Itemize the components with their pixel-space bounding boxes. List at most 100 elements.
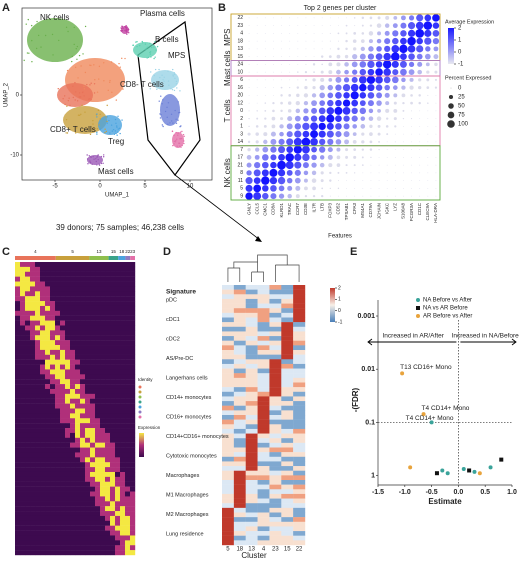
heat-cell	[257, 340, 270, 346]
dot	[427, 180, 429, 182]
dot	[354, 25, 356, 27]
signature-label: CD14+CD16+ monocytes	[166, 434, 229, 440]
dot	[346, 180, 347, 182]
heat-cell	[95, 374, 101, 380]
heat-cell	[130, 320, 136, 326]
dot	[419, 141, 421, 143]
heat-cell	[100, 506, 106, 512]
heat-cell	[115, 486, 121, 492]
heat-cell	[30, 325, 36, 331]
heat-cell	[20, 496, 26, 502]
heat-cell	[245, 308, 258, 314]
dot	[287, 185, 293, 191]
heat-cell	[245, 303, 258, 309]
row-label: 3	[240, 131, 243, 137]
heat-cell	[257, 354, 270, 360]
heat-cell	[233, 363, 246, 369]
heat-cell	[105, 486, 111, 492]
heat-cell	[245, 540, 258, 546]
dot	[417, 69, 422, 75]
dot	[427, 156, 429, 158]
heat-cell	[85, 525, 91, 531]
heat-cell	[115, 535, 121, 541]
dot	[367, 92, 375, 99]
heat-cell	[40, 442, 46, 448]
heat-cell	[269, 312, 282, 318]
dot	[384, 23, 390, 28]
dot	[278, 193, 285, 199]
heat-cell	[245, 363, 258, 369]
heat-cell	[25, 501, 31, 507]
heat-cell	[105, 457, 111, 463]
dot	[426, 78, 430, 82]
heat-cell	[80, 354, 86, 360]
umap-cell	[27, 18, 29, 21]
heat-cell	[50, 467, 56, 473]
size-label: 75	[458, 113, 465, 119]
heat-cell	[125, 530, 131, 536]
heat-cell	[95, 276, 101, 282]
heat-cell	[55, 305, 61, 312]
size-label: 0	[458, 86, 462, 92]
dot	[337, 187, 340, 190]
heat-cell	[55, 423, 61, 429]
heat-cell	[65, 428, 71, 434]
x-axis-label: Cluster	[241, 551, 267, 560]
dot	[407, 22, 416, 30]
dot	[337, 47, 340, 51]
heat-cell	[50, 388, 56, 395]
heat-cell	[269, 331, 282, 337]
heat-cell	[110, 491, 116, 497]
heat-cell	[115, 305, 121, 312]
heat-cell	[269, 531, 282, 536]
dot	[435, 164, 437, 166]
heat-cell	[125, 511, 131, 517]
heat-cell	[40, 379, 46, 385]
heat-cell	[15, 359, 21, 365]
heat-cell	[110, 310, 116, 316]
heat-cell	[90, 423, 96, 429]
dot	[286, 169, 293, 176]
heat-cell	[70, 301, 76, 307]
umap-cluster	[172, 132, 184, 148]
dot	[411, 133, 412, 135]
heat-cell	[257, 447, 270, 453]
dot	[400, 22, 407, 29]
heat-cell	[222, 373, 235, 379]
heat-cell	[55, 462, 61, 468]
heat-cell	[293, 285, 306, 290]
heat-cell	[15, 393, 21, 399]
heat-cell	[15, 403, 21, 409]
heat-cell	[269, 401, 282, 406]
umap-cell	[111, 91, 113, 93]
dot	[411, 125, 412, 127]
heat-cell	[50, 291, 56, 297]
umap-cell	[160, 114, 162, 116]
umap-cell	[99, 128, 101, 130]
heat-cell	[100, 364, 106, 370]
heat-cell	[100, 476, 106, 482]
heat-cell	[65, 496, 71, 502]
y-tick-label: -10	[10, 153, 19, 159]
umap-cell	[167, 123, 169, 126]
heat-cell	[281, 442, 294, 448]
dot	[407, 36, 416, 46]
heat-cell	[125, 388, 131, 395]
heat-cell	[130, 467, 136, 473]
heat-cell	[35, 403, 41, 409]
heat-cell	[115, 354, 121, 360]
dot	[263, 132, 268, 137]
dot	[386, 172, 388, 174]
dot	[378, 180, 380, 182]
umap-cell	[35, 47, 38, 50]
heat-cell	[281, 428, 294, 434]
dot	[384, 92, 390, 98]
umap-cell	[74, 99, 76, 101]
heat-cell	[245, 312, 258, 318]
dot	[329, 195, 331, 197]
umap-cell	[121, 57, 123, 60]
cluster-label: 4	[34, 249, 37, 254]
row-label: 24	[237, 62, 243, 68]
umap-cell	[177, 119, 179, 121]
heat-cell	[55, 340, 61, 346]
